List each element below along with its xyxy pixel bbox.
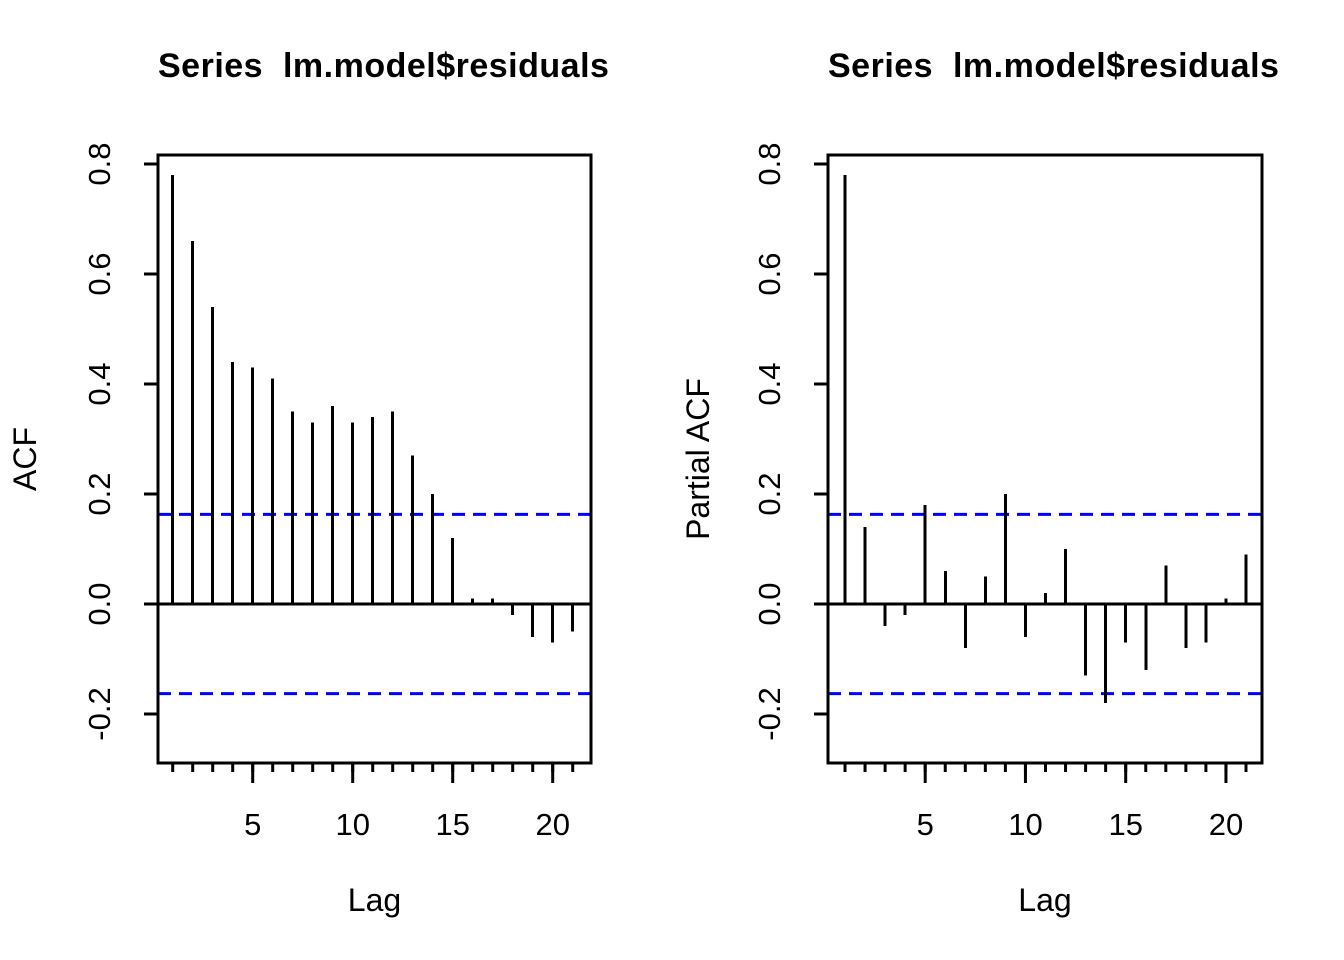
pacf-x-tick-label-20: 20	[1209, 807, 1243, 842]
acf-y-tick-label-0.2: 0.2	[82, 472, 117, 515]
pacf-y-tick-label--0.2: -0.2	[752, 687, 787, 740]
acf-y-tick-label--0.2: -0.2	[82, 687, 117, 740]
acf-x-tick-label-10: 10	[335, 807, 369, 842]
pacf-x-axis-label: Lag	[1018, 882, 1072, 918]
pacf-y-tick-label-0.0: 0.0	[752, 582, 787, 625]
acf-y-tick-label-0.0: 0.0	[82, 582, 117, 625]
pacf-y-tick-label-0.6: 0.6	[752, 252, 787, 295]
pacf-y-axis-label: Partial ACF	[680, 378, 716, 540]
pacf-panel-title: Series lm.model$residuals	[828, 47, 1280, 85]
pacf-x-tick-label-15: 15	[1108, 807, 1142, 842]
pacf-x-tick-label-10: 10	[1008, 807, 1042, 842]
acf-panel-title: Series lm.model$residuals	[158, 47, 610, 85]
pacf-panel: 0.8 0.6 0.4 0.2 0.0 -0.2 5 10 15 20	[752, 142, 1264, 842]
pacf-y-tick-label-0.2: 0.2	[752, 472, 787, 515]
pacf-y-tick-label-0.8: 0.8	[752, 142, 787, 185]
acf-y-axis-label: ACF	[7, 427, 43, 491]
acf-panel: 0.8 0.6 0.4 0.2 0.0 -0.2 5 10 15 20	[82, 142, 593, 842]
acf-x-tick-label-5: 5	[244, 807, 261, 842]
acf-plot-box	[156, 153, 593, 765]
pacf-y-tick-label-0.4: 0.4	[752, 362, 787, 405]
pacf-plot-box	[826, 153, 1264, 765]
pacf-x-tick-label-5: 5	[917, 807, 934, 842]
acf-x-tick-label-20: 20	[535, 807, 569, 842]
acf-y-tick-label-0.4: 0.4	[82, 362, 117, 405]
acf-x-axis-label: Lag	[347, 882, 402, 918]
acf-y-tick-label-0.6: 0.6	[82, 252, 117, 295]
acf-x-tick-label-15: 15	[435, 807, 469, 842]
acf-y-tick-label-0.8: 0.8	[82, 142, 117, 185]
